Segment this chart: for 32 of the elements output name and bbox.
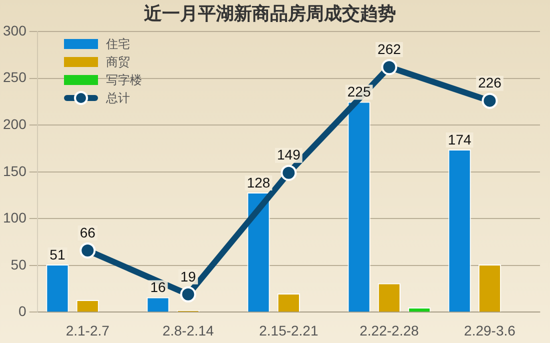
y-tick-label: 250 [3,69,27,86]
data-label: 19 [180,268,196,284]
data-label: 128 [246,174,270,190]
y-tick-label: 200 [3,116,27,132]
point [280,164,297,181]
y-tick-label: 100 [3,210,27,226]
legend-label: 商贸 [106,54,130,70]
data-label: 149 [277,146,301,163]
y-tick-label: 50 [10,256,27,272]
point [180,286,196,302]
data-label: 226 [478,74,502,91]
legend-label: 总计 [106,90,130,106]
point [482,92,498,109]
x-tick-label: 2.8-2.14 [162,322,214,338]
chart-title: 近一月平湖新商品房周成交趋势 [143,3,396,24]
data-label: 66 [80,224,96,240]
point [80,242,96,258]
y-tick-label: 150 [3,162,27,179]
y-tick-label: 0 [18,303,27,320]
data-label: 16 [150,279,166,296]
x-tick-label: 2.15-2.21 [259,322,318,338]
x-tick-label: 2.1-2.7 [66,322,110,338]
x-tick-label: 2.22-2.28 [360,322,419,338]
data-label: 174 [448,131,472,148]
y-tick-label: 300 [3,22,27,38]
point [381,59,398,76]
legend-label: 住宅 [106,36,130,52]
data-label: 51 [50,246,66,262]
data-label: 225 [347,84,371,100]
data-label: 262 [378,41,402,57]
legend-label: 写字楼 [106,72,142,88]
x-tick-label: 2.29-3.6 [464,322,516,338]
